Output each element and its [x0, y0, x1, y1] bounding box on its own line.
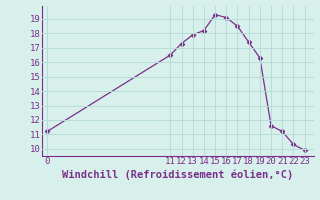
X-axis label: Windchill (Refroidissement éolien,°C): Windchill (Refroidissement éolien,°C) — [62, 169, 293, 180]
